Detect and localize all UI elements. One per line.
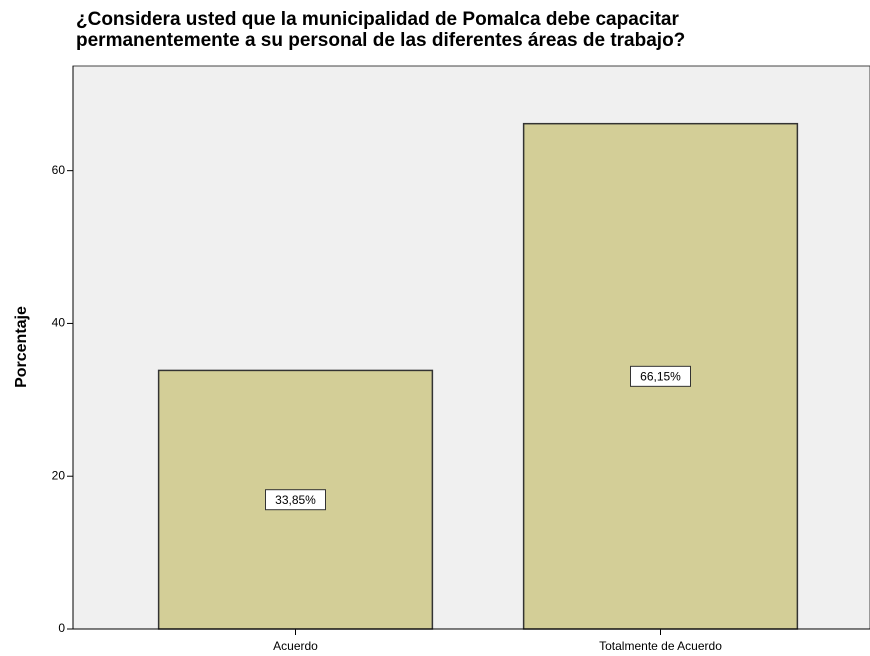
bar xyxy=(157,369,434,630)
value-label: 66,15% xyxy=(640,370,681,384)
y-tick-label: 20 xyxy=(52,468,66,482)
y-tick-label: 0 xyxy=(58,621,65,635)
value-label-box xyxy=(265,489,326,511)
y-tick-label: 60 xyxy=(52,163,66,177)
value-label: 33,85% xyxy=(275,493,316,507)
y-tick-label: 40 xyxy=(52,316,66,330)
chart-title: permanentemente a su personal de las dif… xyxy=(76,30,685,51)
x-tick-label: Acuerdo xyxy=(273,639,318,653)
x-tick-label: Totalmente de Acuerdo xyxy=(599,639,722,653)
y-axis-label: Porcentaje xyxy=(13,306,30,388)
value-label-box xyxy=(630,365,691,387)
chart-title: ¿Considera usted que la municipalidad de… xyxy=(76,9,680,30)
